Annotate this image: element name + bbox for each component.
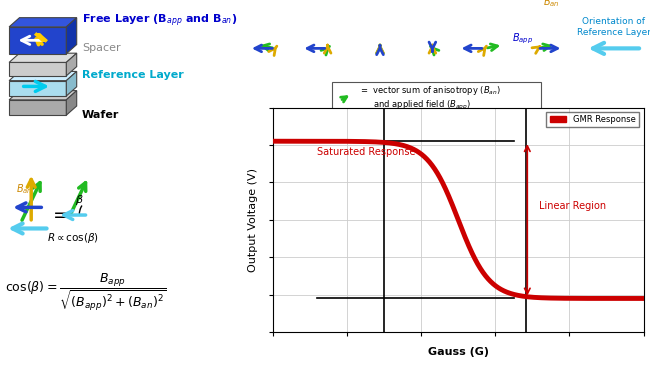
Polygon shape [9, 81, 66, 96]
Polygon shape [9, 63, 66, 76]
Text: $\cos(\beta) = \dfrac{B_{app}}{\sqrt{(B_{app})^2 + (B_{an})^2}}$: $\cos(\beta) = \dfrac{B_{app}}{\sqrt{(B_… [5, 271, 167, 313]
Text: $B_{an}$: $B_{an}$ [543, 0, 560, 9]
Text: =: = [53, 205, 70, 225]
Text: Saturated Response: Saturated Response [317, 147, 415, 157]
Legend: GMR Response: GMR Response [547, 112, 640, 127]
Polygon shape [9, 91, 77, 100]
Polygon shape [9, 71, 77, 81]
Polygon shape [9, 27, 66, 54]
Polygon shape [66, 53, 77, 76]
Polygon shape [9, 53, 77, 63]
Text: =  vector sum of anisotropy ($B_{an}$)
     and applied field ($B_{app}$): = vector sum of anisotropy ($B_{an}$) an… [360, 84, 500, 112]
Polygon shape [9, 100, 66, 115]
Text: $\beta$: $\beta$ [75, 193, 84, 207]
Text: Reference Layer: Reference Layer [82, 70, 184, 80]
Text: Spacer: Spacer [82, 43, 120, 53]
Polygon shape [9, 18, 77, 27]
Text: Linear Region: Linear Region [539, 200, 606, 210]
FancyBboxPatch shape [332, 82, 541, 114]
Text: Free Layer (B$_{app}$ and B$_{an}$): Free Layer (B$_{app}$ and B$_{an}$) [82, 13, 237, 29]
Text: Wafer: Wafer [82, 110, 120, 120]
Text: Orientation of
Reference Layer: Orientation of Reference Layer [577, 17, 650, 36]
Y-axis label: Output Voltage (V): Output Voltage (V) [248, 168, 259, 272]
Text: $R \propto \cos(\beta)$: $R \propto \cos(\beta)$ [47, 231, 99, 245]
Text: $B_{an}$: $B_{an}$ [16, 182, 33, 196]
X-axis label: Gauss (G): Gauss (G) [428, 347, 489, 357]
Polygon shape [66, 18, 77, 54]
Text: $B_{app}$: $B_{app}$ [512, 31, 534, 46]
Polygon shape [66, 91, 77, 115]
Polygon shape [66, 71, 77, 96]
